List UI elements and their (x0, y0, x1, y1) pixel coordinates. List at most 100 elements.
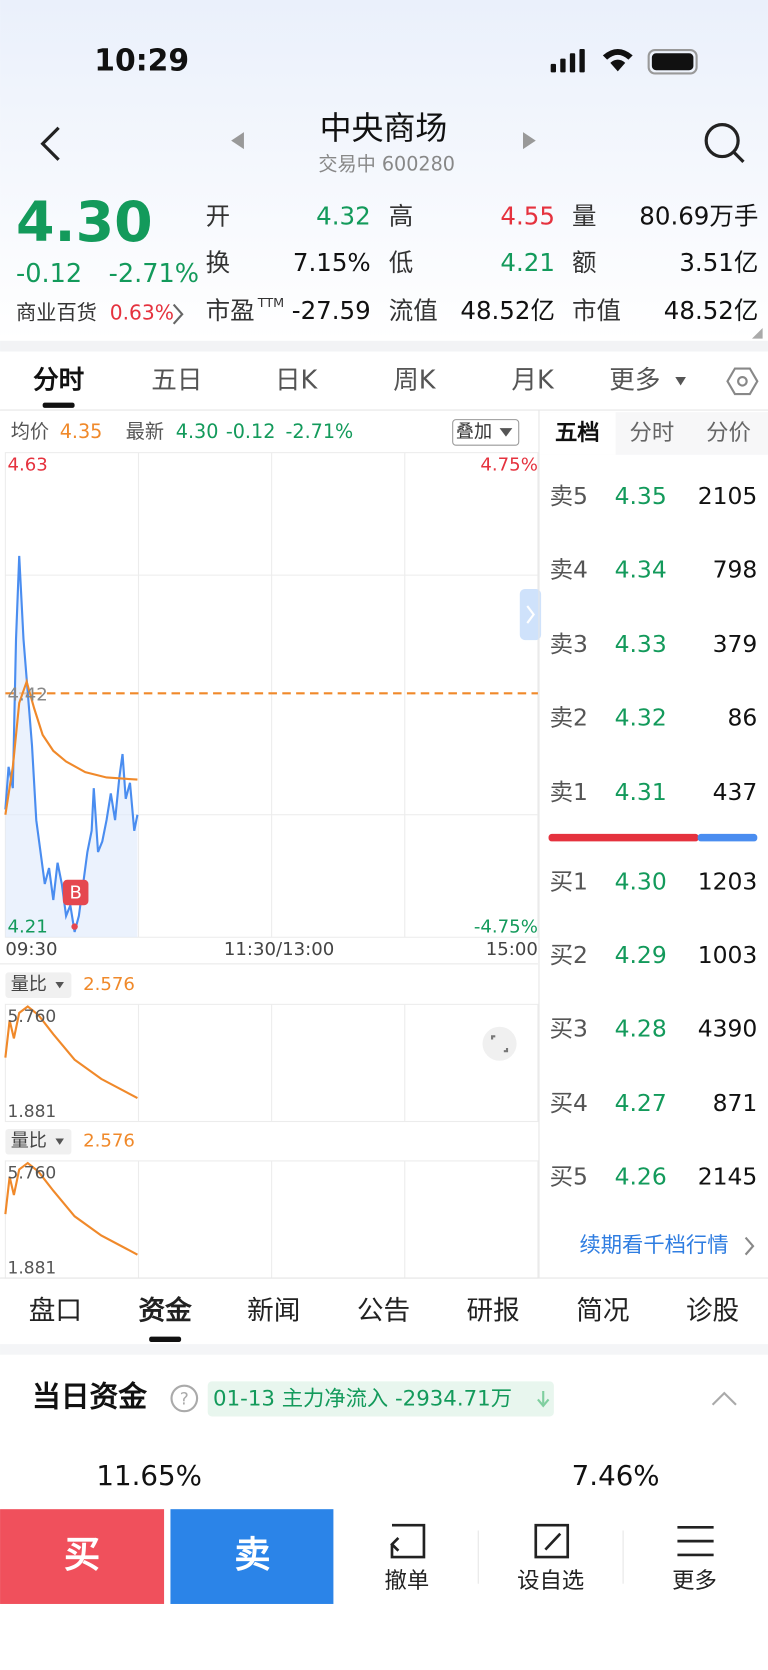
stat-value: 4.55 (500, 201, 555, 230)
panel-caret (55, 981, 64, 989)
book-level: 卖3 (550, 630, 588, 658)
last-value: 4.30 (176, 420, 219, 443)
stat-label: 额 (572, 248, 597, 277)
tab-underline (42, 402, 75, 408)
action-label[interactable]: 更多 (672, 1568, 717, 1594)
book-tab-active (540, 412, 616, 455)
book-volume: 871 (713, 1089, 758, 1117)
next-stock[interactable] (522, 132, 536, 150)
book-volume: 86 (727, 703, 757, 731)
overlay-button[interactable] (452, 419, 520, 446)
section-tab[interactable]: 新闻 (247, 1296, 300, 1327)
panel-label: 量比 (11, 974, 47, 995)
panel-caret (55, 1138, 64, 1145)
change-pct: -2.71% (109, 259, 199, 289)
chart-tab[interactable]: 日K (275, 365, 319, 395)
chart-tab[interactable]: 月K (511, 365, 555, 395)
help-icon[interactable]: ? (170, 1384, 199, 1413)
sell-button[interactable] (170, 1509, 334, 1604)
separator (0, 1344, 768, 1355)
panel-top: 5.760 (8, 1007, 57, 1027)
fund-note: 01-13 主力净流入 -2934.71万 (213, 1386, 512, 1411)
panel-label: 量比 (11, 1131, 47, 1152)
back-button[interactable] (40, 126, 60, 161)
panel-value: 2.576 (83, 974, 135, 995)
book-level: 买2 (550, 941, 588, 969)
fullscreen-button[interactable] (482, 1026, 517, 1061)
panel-bottom: 1.881 (8, 1102, 57, 1122)
buy-point (71, 923, 78, 930)
fund-left: 11.65% (96, 1459, 202, 1492)
side-toggle[interactable] (519, 588, 542, 641)
avg-label: 均价 (11, 420, 49, 443)
book-level: 买5 (550, 1162, 588, 1190)
y-mid: 4.42 (8, 684, 48, 705)
ratio-line (4, 1161, 138, 1256)
tab-underline (149, 1336, 182, 1342)
avg-line (4, 678, 138, 815)
book-tab[interactable]: 分价 (706, 420, 751, 446)
prev-stock[interactable] (231, 132, 244, 150)
time-label: 11:30/13:00 (224, 939, 334, 960)
action-icons (390, 1523, 714, 1559)
svg-text:?: ? (180, 1389, 189, 1409)
tab-caret (675, 377, 686, 386)
buy-marker[interactable] (62, 879, 89, 906)
section-tab[interactable]: 盘口 (29, 1296, 82, 1327)
buy-button[interactable] (0, 1509, 165, 1604)
fund-note-bg (207, 1381, 554, 1417)
stat-label: 市值 (572, 296, 621, 325)
stat-label: 开 (206, 201, 230, 230)
book-volume: 2145 (698, 1162, 758, 1190)
book-level: 卖4 (550, 555, 588, 583)
stat-label: 高 (389, 201, 414, 230)
separator (0, 340, 768, 352)
chart-tab[interactable]: 五日 (151, 365, 202, 395)
time-label: 15:00 (486, 939, 538, 960)
price-line (4, 555, 139, 933)
chart-grid (4, 452, 539, 938)
book-volume: 437 (713, 778, 758, 806)
stat-label: 换 (206, 248, 230, 277)
down-arrow (537, 1390, 550, 1408)
panel-selector[interactable] (5, 1128, 72, 1155)
book-volume: 798 (713, 555, 758, 583)
section-tab[interactable]: 诊股 (686, 1296, 739, 1327)
panel-bottom: 1.881 (8, 1258, 57, 1278)
stat-label: 流值 (389, 296, 438, 325)
fund-right: 7.46% (572, 1459, 660, 1492)
status-time: 10:29 (94, 43, 189, 78)
stat-value: 4.32 (316, 201, 371, 230)
book-price: 4.35 (615, 482, 667, 510)
book-price: 4.34 (615, 555, 667, 583)
book-price: 4.33 (615, 630, 667, 658)
bid-ratio-bar (697, 833, 758, 842)
book-price: 4.28 (615, 1014, 667, 1042)
action-label[interactable]: 撤单 (385, 1568, 430, 1594)
chart-tab[interactable]: 分时 (33, 365, 85, 395)
collapse-button[interactable] (711, 1391, 737, 1406)
depth-link[interactable]: 续期看千档行情 (579, 1233, 728, 1258)
panel-selector[interactable] (5, 972, 72, 998)
sector-pct: 0.63% (110, 301, 174, 325)
section-tab[interactable]: 资金 (139, 1296, 193, 1327)
chart-tab[interactable]: 更多 (609, 365, 660, 395)
section-tab[interactable]: 简况 (576, 1296, 629, 1327)
book-volume: 379 (713, 630, 758, 658)
section-tab[interactable]: 研报 (467, 1296, 520, 1327)
sector[interactable]: 商业百货 (16, 301, 97, 325)
book-tab[interactable]: 分时 (630, 420, 675, 446)
ratio-line (4, 1005, 138, 1100)
stat-value: 3.51亿 (679, 248, 758, 277)
book-tab[interactable]: 五档 (555, 420, 600, 446)
settings-icon[interactable] (726, 367, 759, 396)
search-button[interactable] (704, 123, 745, 164)
chart-tab[interactable]: 周K (393, 365, 437, 395)
price: 4.30 (16, 191, 153, 255)
section-tab[interactable]: 公告 (357, 1296, 410, 1327)
book-price: 4.30 (615, 867, 667, 895)
pct-bottom: -4.75% (474, 917, 538, 938)
action-label[interactable]: 设自选 (517, 1568, 584, 1594)
stat-value: 4.21 (500, 248, 555, 277)
